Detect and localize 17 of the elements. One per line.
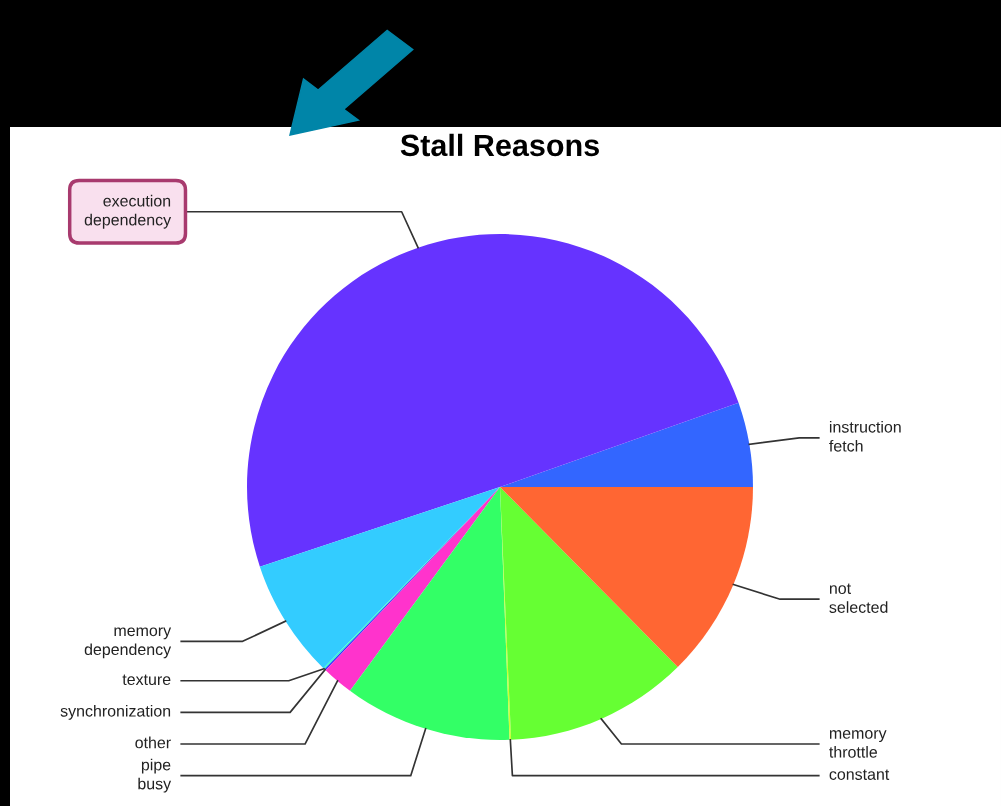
slice-label: memory throttle xyxy=(829,730,887,758)
slice-label: memory dependency xyxy=(84,627,172,659)
pie-slice xyxy=(500,402,753,487)
slice-label: instruction fetch xyxy=(829,420,901,452)
chart-title: Stall Reasons xyxy=(400,133,599,157)
slice-label: synchronization xyxy=(60,704,171,720)
pie-slice xyxy=(259,487,500,669)
pie-slice xyxy=(350,487,510,740)
slice-label: other xyxy=(135,736,171,749)
pie-slice xyxy=(500,487,753,668)
pie-slice xyxy=(500,487,678,740)
slice-label: pipe busy xyxy=(138,758,172,793)
slice-label: execution dependency xyxy=(84,194,172,229)
slice-label: constant xyxy=(829,769,890,780)
pie-slice xyxy=(247,234,739,567)
slice-label: not selected xyxy=(829,583,888,613)
slice-label: texture xyxy=(122,674,171,686)
